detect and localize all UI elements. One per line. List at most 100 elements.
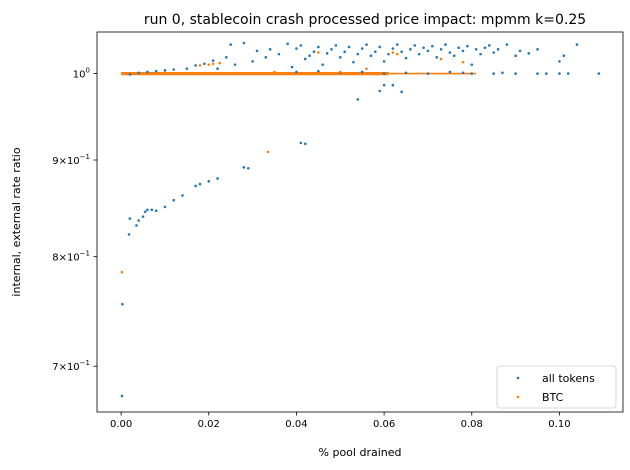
data-point: [343, 50, 346, 53]
data-point: [440, 58, 443, 61]
data-point: [409, 48, 412, 51]
data-point: [225, 56, 228, 59]
data-point: [466, 45, 469, 48]
data-point: [392, 84, 395, 87]
data-point: [155, 70, 158, 73]
data-point: [501, 71, 504, 74]
plot-area: [97, 32, 623, 412]
data-point: [536, 72, 539, 75]
data-point: [326, 52, 329, 55]
data-point: [278, 53, 281, 56]
data-point: [396, 43, 399, 46]
data-point: [212, 59, 215, 62]
data-point: [194, 64, 197, 67]
data-point: [267, 151, 270, 154]
data-point: [545, 72, 548, 75]
x-axis-label: % pool drained: [319, 446, 402, 459]
data-point: [308, 54, 311, 57]
data-point: [567, 72, 570, 75]
data-point: [291, 66, 294, 69]
data-point: [357, 98, 360, 101]
data-point: [427, 72, 430, 75]
data-point: [234, 63, 237, 66]
legend: all tokens BTC: [497, 366, 616, 408]
data-point: [576, 43, 579, 46]
data-point: [506, 43, 509, 46]
data-point: [256, 50, 259, 53]
data-point: [383, 60, 386, 63]
data-point: [488, 44, 491, 47]
data-point: [164, 71, 167, 74]
data-point: [392, 47, 395, 50]
data-point: [479, 53, 482, 56]
data-point: [457, 46, 460, 49]
data-point: [383, 72, 386, 75]
data-point: [121, 303, 124, 306]
data-point: [212, 63, 215, 66]
data-point: [135, 224, 138, 227]
data-point: [150, 209, 153, 212]
data-point: [413, 44, 416, 47]
data-point: [405, 71, 408, 74]
data-point: [383, 84, 386, 87]
data-point: [146, 209, 149, 212]
axes-background: [97, 32, 623, 412]
legend-marker-btc: [517, 396, 520, 399]
data-point: [216, 177, 219, 180]
data-point: [422, 46, 425, 49]
data-point: [475, 48, 478, 51]
data-point: [400, 50, 403, 53]
data-point: [251, 60, 254, 63]
data-point: [144, 210, 147, 213]
data-point: [514, 72, 517, 75]
data-point: [243, 42, 246, 45]
data-point: [339, 56, 342, 59]
data-point: [361, 71, 364, 74]
data-point: [378, 46, 381, 49]
data-point: [558, 72, 561, 75]
data-point: [146, 71, 149, 74]
data-point: [317, 46, 320, 49]
data-point: [121, 395, 124, 398]
data-point: [199, 64, 202, 67]
data-point: [300, 44, 303, 47]
data-point: [137, 219, 140, 222]
legend-label-all-tokens: all tokens: [542, 372, 595, 385]
data-point: [462, 71, 465, 74]
data-point: [449, 71, 452, 74]
data-point: [203, 63, 206, 66]
data-point: [155, 209, 158, 212]
data-point: [361, 47, 364, 50]
x-tick-label: 0.06: [373, 419, 395, 430]
data-point: [444, 43, 447, 46]
data-point: [365, 43, 368, 46]
x-tick-label: 0.02: [198, 419, 220, 430]
data-point: [247, 167, 250, 170]
data-point: [207, 63, 210, 66]
data-point: [121, 271, 124, 274]
data-point: [492, 72, 495, 75]
data-point: [514, 54, 517, 57]
data-point: [435, 56, 438, 59]
x-tick-label: 0.00: [110, 419, 132, 430]
data-point: [286, 42, 289, 45]
data-point: [186, 67, 189, 70]
legend-marker-all-tokens: [517, 377, 520, 380]
legend-label-btc: BTC: [542, 391, 564, 404]
data-point: [137, 71, 140, 74]
data-point: [142, 215, 145, 218]
data-point: [321, 63, 324, 66]
data-point: [317, 70, 320, 73]
data-point: [317, 51, 320, 54]
data-point: [304, 58, 307, 61]
data-point: [194, 185, 197, 188]
data-point: [470, 72, 473, 75]
data-point: [370, 54, 373, 57]
data-point: [295, 71, 298, 74]
data-point: [129, 217, 132, 220]
data-point: [313, 50, 316, 53]
data-point: [400, 91, 403, 94]
x-tick-label: 0.04: [285, 419, 307, 430]
data-point: [218, 62, 221, 65]
